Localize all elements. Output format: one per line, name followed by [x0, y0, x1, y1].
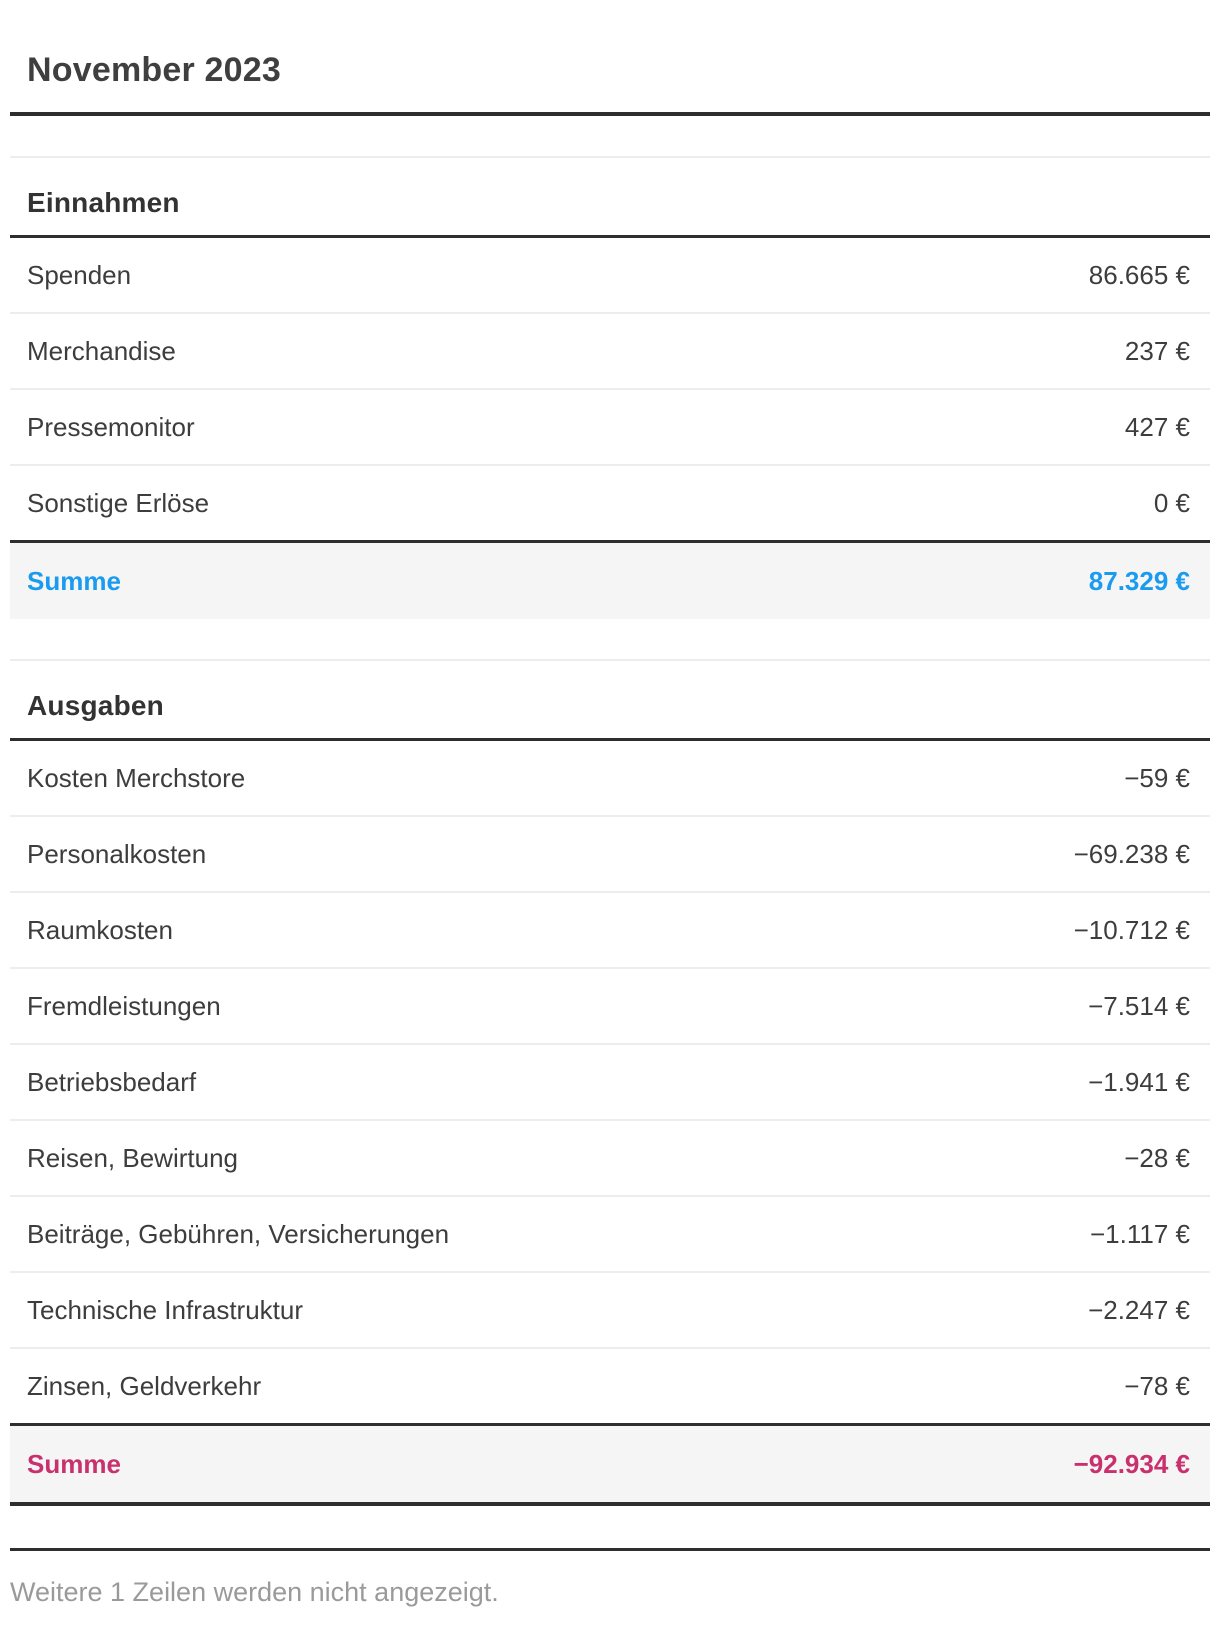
row-value: −7.514 € — [1088, 990, 1190, 1021]
table-row: Spenden 86.665 € — [10, 238, 1210, 314]
section-einnahmen: Einnahmen Spenden 86.665 € Merchandise 2… — [10, 156, 1210, 619]
row-value: −10.712 € — [1073, 914, 1190, 945]
table-row: Fremdleistungen −7.514 € — [10, 969, 1210, 1045]
page-title: November 2023 — [10, 0, 1210, 116]
table-row: Sonstige Erlöse 0 € — [10, 466, 1210, 543]
table-row: Betriebsbedarf −1.941 € — [10, 1045, 1210, 1121]
row-value: 237 € — [1124, 335, 1190, 366]
expense-rows: Kosten Merchstore −59 € Personalkosten −… — [10, 741, 1210, 1426]
table-row: Kosten Merchstore −59 € — [10, 741, 1210, 817]
row-label: Pressemonitor — [27, 411, 195, 442]
row-value: −78 € — [1124, 1370, 1190, 1401]
table-row: Personalkosten −69.238 € — [10, 817, 1210, 893]
total-value: −92.934 € — [1073, 1448, 1190, 1479]
row-label: Reisen, Bewirtung — [27, 1142, 238, 1173]
table-row: Merchandise 237 € — [10, 314, 1210, 390]
row-value: 86.665 € — [1088, 259, 1190, 290]
row-label: Technische Infrastruktur — [27, 1294, 304, 1325]
total-label: Summe — [27, 565, 121, 596]
row-value: 427 € — [1124, 411, 1190, 442]
table-row: Raumkosten −10.712 € — [10, 893, 1210, 969]
table-row: Beiträge, Gebühren, Versicherungen −1.11… — [10, 1197, 1210, 1273]
section-ausgaben: Ausgaben Kosten Merchstore −59 € Persona… — [10, 659, 1210, 1506]
row-value: −59 € — [1124, 762, 1190, 793]
total-label: Summe — [27, 1448, 121, 1479]
row-value: −1.117 € — [1089, 1218, 1190, 1249]
table-row: Pressemonitor 427 € — [10, 390, 1210, 466]
row-label: Kosten Merchstore — [27, 762, 246, 793]
total-value: 87.329 € — [1088, 565, 1190, 596]
table-row: Zinsen, Geldverkehr −78 € — [10, 1349, 1210, 1426]
monthly-finance-report: November 2023 Einnahmen Spenden 86.665 €… — [10, 0, 1210, 1628]
row-value: −69.238 € — [1073, 838, 1190, 869]
row-label: Betriebsbedarf — [27, 1066, 197, 1097]
income-total-row: Summe 87.329 € — [10, 543, 1210, 619]
row-value: −1.941 € — [1088, 1066, 1190, 1097]
section-heading-ausgaben: Ausgaben — [10, 661, 1210, 741]
table-row: Technische Infrastruktur −2.247 € — [10, 1273, 1210, 1349]
expense-total-row: Summe −92.934 € — [10, 1426, 1210, 1506]
row-label: Spenden — [27, 259, 132, 290]
row-label: Raumkosten — [27, 914, 173, 945]
income-rows: Spenden 86.665 € Merchandise 237 € Press… — [10, 238, 1210, 543]
row-label: Sonstige Erlöse — [27, 487, 210, 518]
row-value: −2.247 € — [1088, 1294, 1190, 1325]
row-label: Personalkosten — [27, 838, 207, 869]
row-label: Fremdleistungen — [27, 990, 221, 1021]
table-row: Reisen, Bewirtung −28 € — [10, 1121, 1210, 1197]
row-label: Beiträge, Gebühren, Versicherungen — [27, 1218, 450, 1249]
hidden-rows-note: Weitere 1 Zeilen werden nicht angezeigt. — [10, 1577, 499, 1607]
section-heading-einnahmen: Einnahmen — [10, 158, 1210, 238]
row-value: 0 € — [1153, 487, 1190, 518]
footer-divider — [10, 1548, 1210, 1551]
row-label: Zinsen, Geldverkehr — [27, 1370, 262, 1401]
row-value: −28 € — [1124, 1142, 1190, 1173]
row-label: Merchandise — [27, 335, 176, 366]
